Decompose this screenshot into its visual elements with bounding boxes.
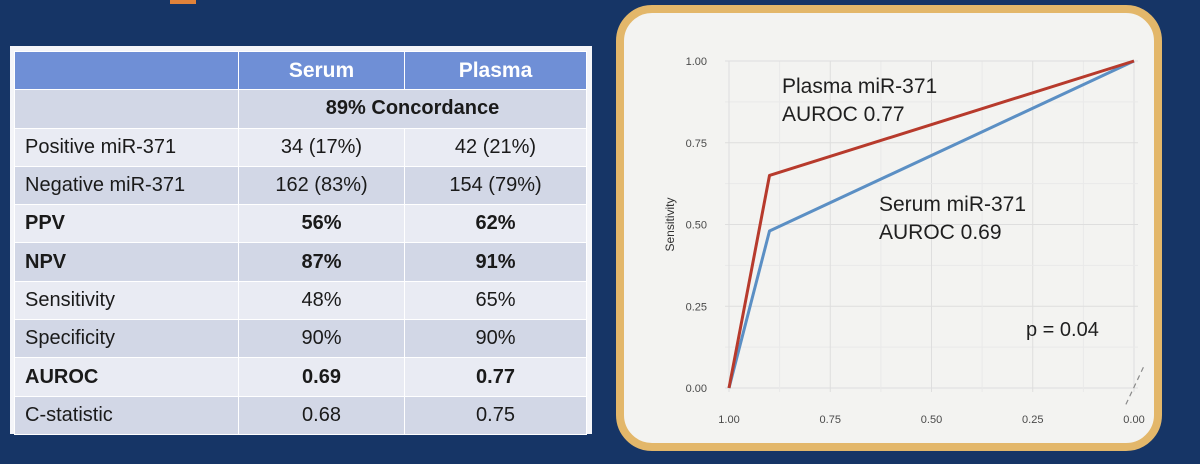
table-header-row: Serum Plasma [14,50,587,91]
concordance-row: 89% Concordance [14,89,587,129]
row-label: PPV [14,204,239,244]
x-tick-label: 0.50 [921,414,942,426]
roc-chart: 0.00 0.25 0.50 0.75 1.00 1.00 0.75 0.50 0.25 0.00… [663,56,1145,426]
row-label: C-statistic [14,395,239,435]
y-tick-label: 0.50 [686,220,707,232]
plasma-value: 0.77 [404,357,587,397]
concordance-spacer [14,89,239,129]
results-table-panel: Serum Plasma 89% Concordance Positive mi… [10,46,592,435]
concordance-label: 89% Concordance [238,89,587,129]
x-tick-label: 0.00 [1123,414,1144,426]
table-row: Specificity 90% 90% [14,319,587,359]
header-serum: Serum [238,50,405,91]
plasma-value: 42 (21%) [404,127,587,167]
plasma-annotation-name: Plasma miR-371 [782,75,937,98]
y-tick-label: 0.25 [686,301,707,313]
x-tick-label: 1.00 [718,414,739,426]
y-axis-label: Sensitivity [663,197,677,251]
results-table: Serum Plasma 89% Concordance Positive mi… [14,50,587,435]
reference-diagonal [1125,365,1145,405]
table-row: C-statistic 0.68 0.75 [14,395,587,435]
p-value-annotation: p = 0.04 [1026,319,1099,341]
plasma-value: 90% [404,319,587,359]
table-row: Negative miR-371 162 (83%) 154 (79%) [14,165,587,206]
table-row: PPV 56% 62% [14,204,587,244]
y-tick-label: 0.75 [686,138,707,150]
roc-chart-panel: 0.00 0.25 0.50 0.75 1.00 1.00 0.75 0.50 0.25 0.00… [616,5,1162,451]
serum-value: 162 (83%) [238,165,405,206]
row-label: Positive miR-371 [14,127,239,167]
plasma-roc-line [727,59,1135,389]
header-cell-empty [14,50,239,91]
serum-annotation-auroc: AUROC 0.69 [879,221,1002,244]
table-row: NPV 87% 91% [14,242,587,282]
plasma-value: 154 (79%) [404,165,587,206]
serum-value: 0.68 [238,395,405,435]
title-accent-mark [170,0,196,4]
table-row: Sensitivity 48% 65% [14,280,587,321]
serum-value: 48% [238,280,405,321]
serum-value: 87% [238,242,405,282]
serum-value: 0.69 [238,357,405,397]
row-label: Negative miR-371 [14,165,239,206]
serum-value: 90% [238,319,405,359]
row-label: NPV [14,242,239,282]
plasma-value: 65% [404,280,587,321]
row-label: Sensitivity [14,280,239,321]
x-tick-label: 0.75 [820,414,841,426]
table-row: Positive miR-371 34 (17%) 42 (21%) [14,127,587,167]
plasma-annotation-auroc: AUROC 0.77 [782,103,905,126]
plasma-value: 62% [404,204,587,244]
plasma-value: 0.75 [404,395,587,435]
y-tick-label: 0.00 [686,383,707,395]
x-tick-label: 0.25 [1022,414,1043,426]
row-label: AUROC [14,357,239,397]
serum-roc-line [727,59,1135,389]
serum-value: 56% [238,204,405,244]
serum-value: 34 (17%) [238,127,405,167]
header-plasma: Plasma [404,50,587,91]
plasma-value: 91% [404,242,587,282]
serum-annotation-name: Serum miR-371 [879,193,1026,216]
y-tick-label: 1.00 [686,56,707,68]
row-label: Specificity [14,319,239,359]
table-row: AUROC 0.69 0.77 [14,357,587,397]
